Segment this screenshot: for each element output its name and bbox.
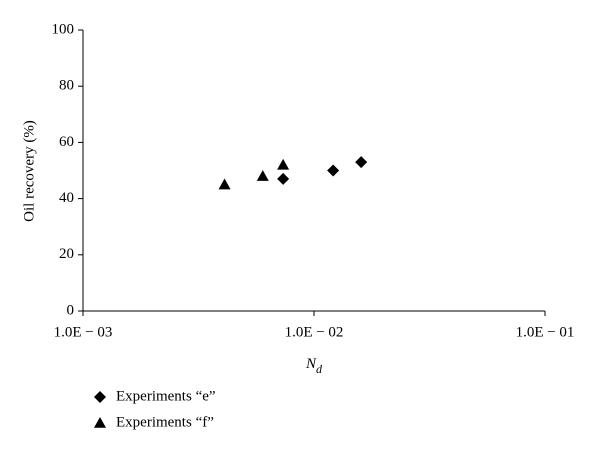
point: [277, 158, 290, 170]
legend-marker: [94, 391, 106, 403]
x-axis-label-main: N: [305, 356, 317, 372]
y-tick-label: 20: [59, 246, 74, 262]
point: [256, 170, 269, 181]
point: [218, 178, 231, 190]
y-tick-label: 60: [59, 134, 74, 150]
point: [327, 164, 340, 177]
y-tick-label: 40: [59, 190, 74, 206]
x-tick-label: 1.0E − 02: [285, 324, 344, 340]
x-axis-label-subscript: d: [316, 362, 323, 376]
x-tick-label: 1.0E − 03: [54, 324, 113, 340]
x-tick-label: 1.0E − 01: [516, 324, 575, 340]
legend-marker: [94, 417, 106, 428]
y-tick-label: 80: [59, 78, 74, 94]
y-tick-label: 0: [67, 302, 75, 318]
point: [277, 172, 290, 185]
legend-label: Experiments “f”: [116, 414, 214, 430]
point: [355, 156, 368, 169]
y-axis-label: Oil recovery (%): [21, 120, 37, 222]
x-axis-label: Nd: [305, 356, 323, 375]
legend-label: Experiments “e”: [116, 388, 216, 404]
y-tick-label: 100: [52, 21, 75, 37]
